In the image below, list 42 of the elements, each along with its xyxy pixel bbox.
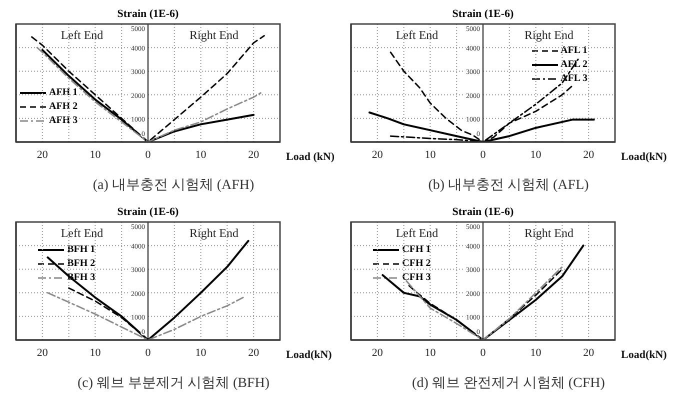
annotation: Right End bbox=[524, 226, 574, 240]
y-axis-title: Strain (1E-6) bbox=[451, 8, 515, 20]
x-tick-label: 10 bbox=[195, 346, 207, 359]
x-tick-label: 20 bbox=[583, 346, 595, 359]
annotation: Left End bbox=[396, 28, 438, 42]
x-axis-title: Load(kN) bbox=[621, 150, 668, 163]
x-axis-title: Load (kN) bbox=[286, 150, 335, 163]
y-axis-title: Strain (1E-6) bbox=[116, 206, 180, 218]
y-axis-title: Strain (1E-6) bbox=[451, 206, 515, 218]
x-tick-label: 20 bbox=[372, 346, 384, 359]
legend-label: BFH 2 bbox=[67, 257, 96, 271]
text: (a) 내부충전 시험체 (AFH) bbox=[92, 177, 256, 194]
x-tick-label: 20 bbox=[248, 346, 260, 359]
annotation: Right End bbox=[189, 226, 239, 240]
x-tick-label: 10 bbox=[424, 346, 436, 359]
x-tick-label: 10 bbox=[424, 148, 436, 161]
x-axis-title: Load(kN) bbox=[621, 348, 668, 361]
x-tick-label: 20 bbox=[36, 346, 48, 359]
annotation: Left End bbox=[60, 226, 104, 240]
x-tick-label: 10 bbox=[90, 148, 102, 161]
annotation: Right End bbox=[524, 28, 574, 42]
annotation: Right End bbox=[189, 28, 239, 42]
x-tick-label: 10 bbox=[530, 148, 542, 161]
annotation: Left End bbox=[60, 28, 104, 42]
x-tick-label: 10 bbox=[530, 346, 542, 359]
legend-label: CFH 3 bbox=[402, 271, 431, 285]
legend-label: AFH 2 bbox=[49, 100, 78, 114]
legend-label: AFL 1 bbox=[560, 44, 588, 58]
x-tick-label: 20 bbox=[583, 148, 595, 161]
x-axis-title: Load(kN) bbox=[286, 348, 332, 361]
y-axis-title: Strain (1E-6) bbox=[116, 8, 180, 20]
text: (d) 웨브 완전제거 시험체 (CFH) bbox=[411, 375, 606, 392]
x-tick-label: 20 bbox=[36, 148, 48, 161]
annotation: Left End bbox=[396, 226, 438, 240]
text: (c) 웨브 부분제거 시험체 (BFH) bbox=[76, 375, 271, 392]
x-tick-label: 10 bbox=[195, 148, 207, 161]
text: (b) 내부충전 시험체 (AFL) bbox=[427, 177, 590, 194]
legend-label: CFH 2 bbox=[402, 257, 431, 271]
x-tick-label: 20 bbox=[248, 148, 260, 161]
x-tick-label: 20 bbox=[372, 148, 384, 161]
legend-label: AFH 3 bbox=[49, 114, 78, 128]
x-tick-label: 10 bbox=[90, 346, 102, 359]
